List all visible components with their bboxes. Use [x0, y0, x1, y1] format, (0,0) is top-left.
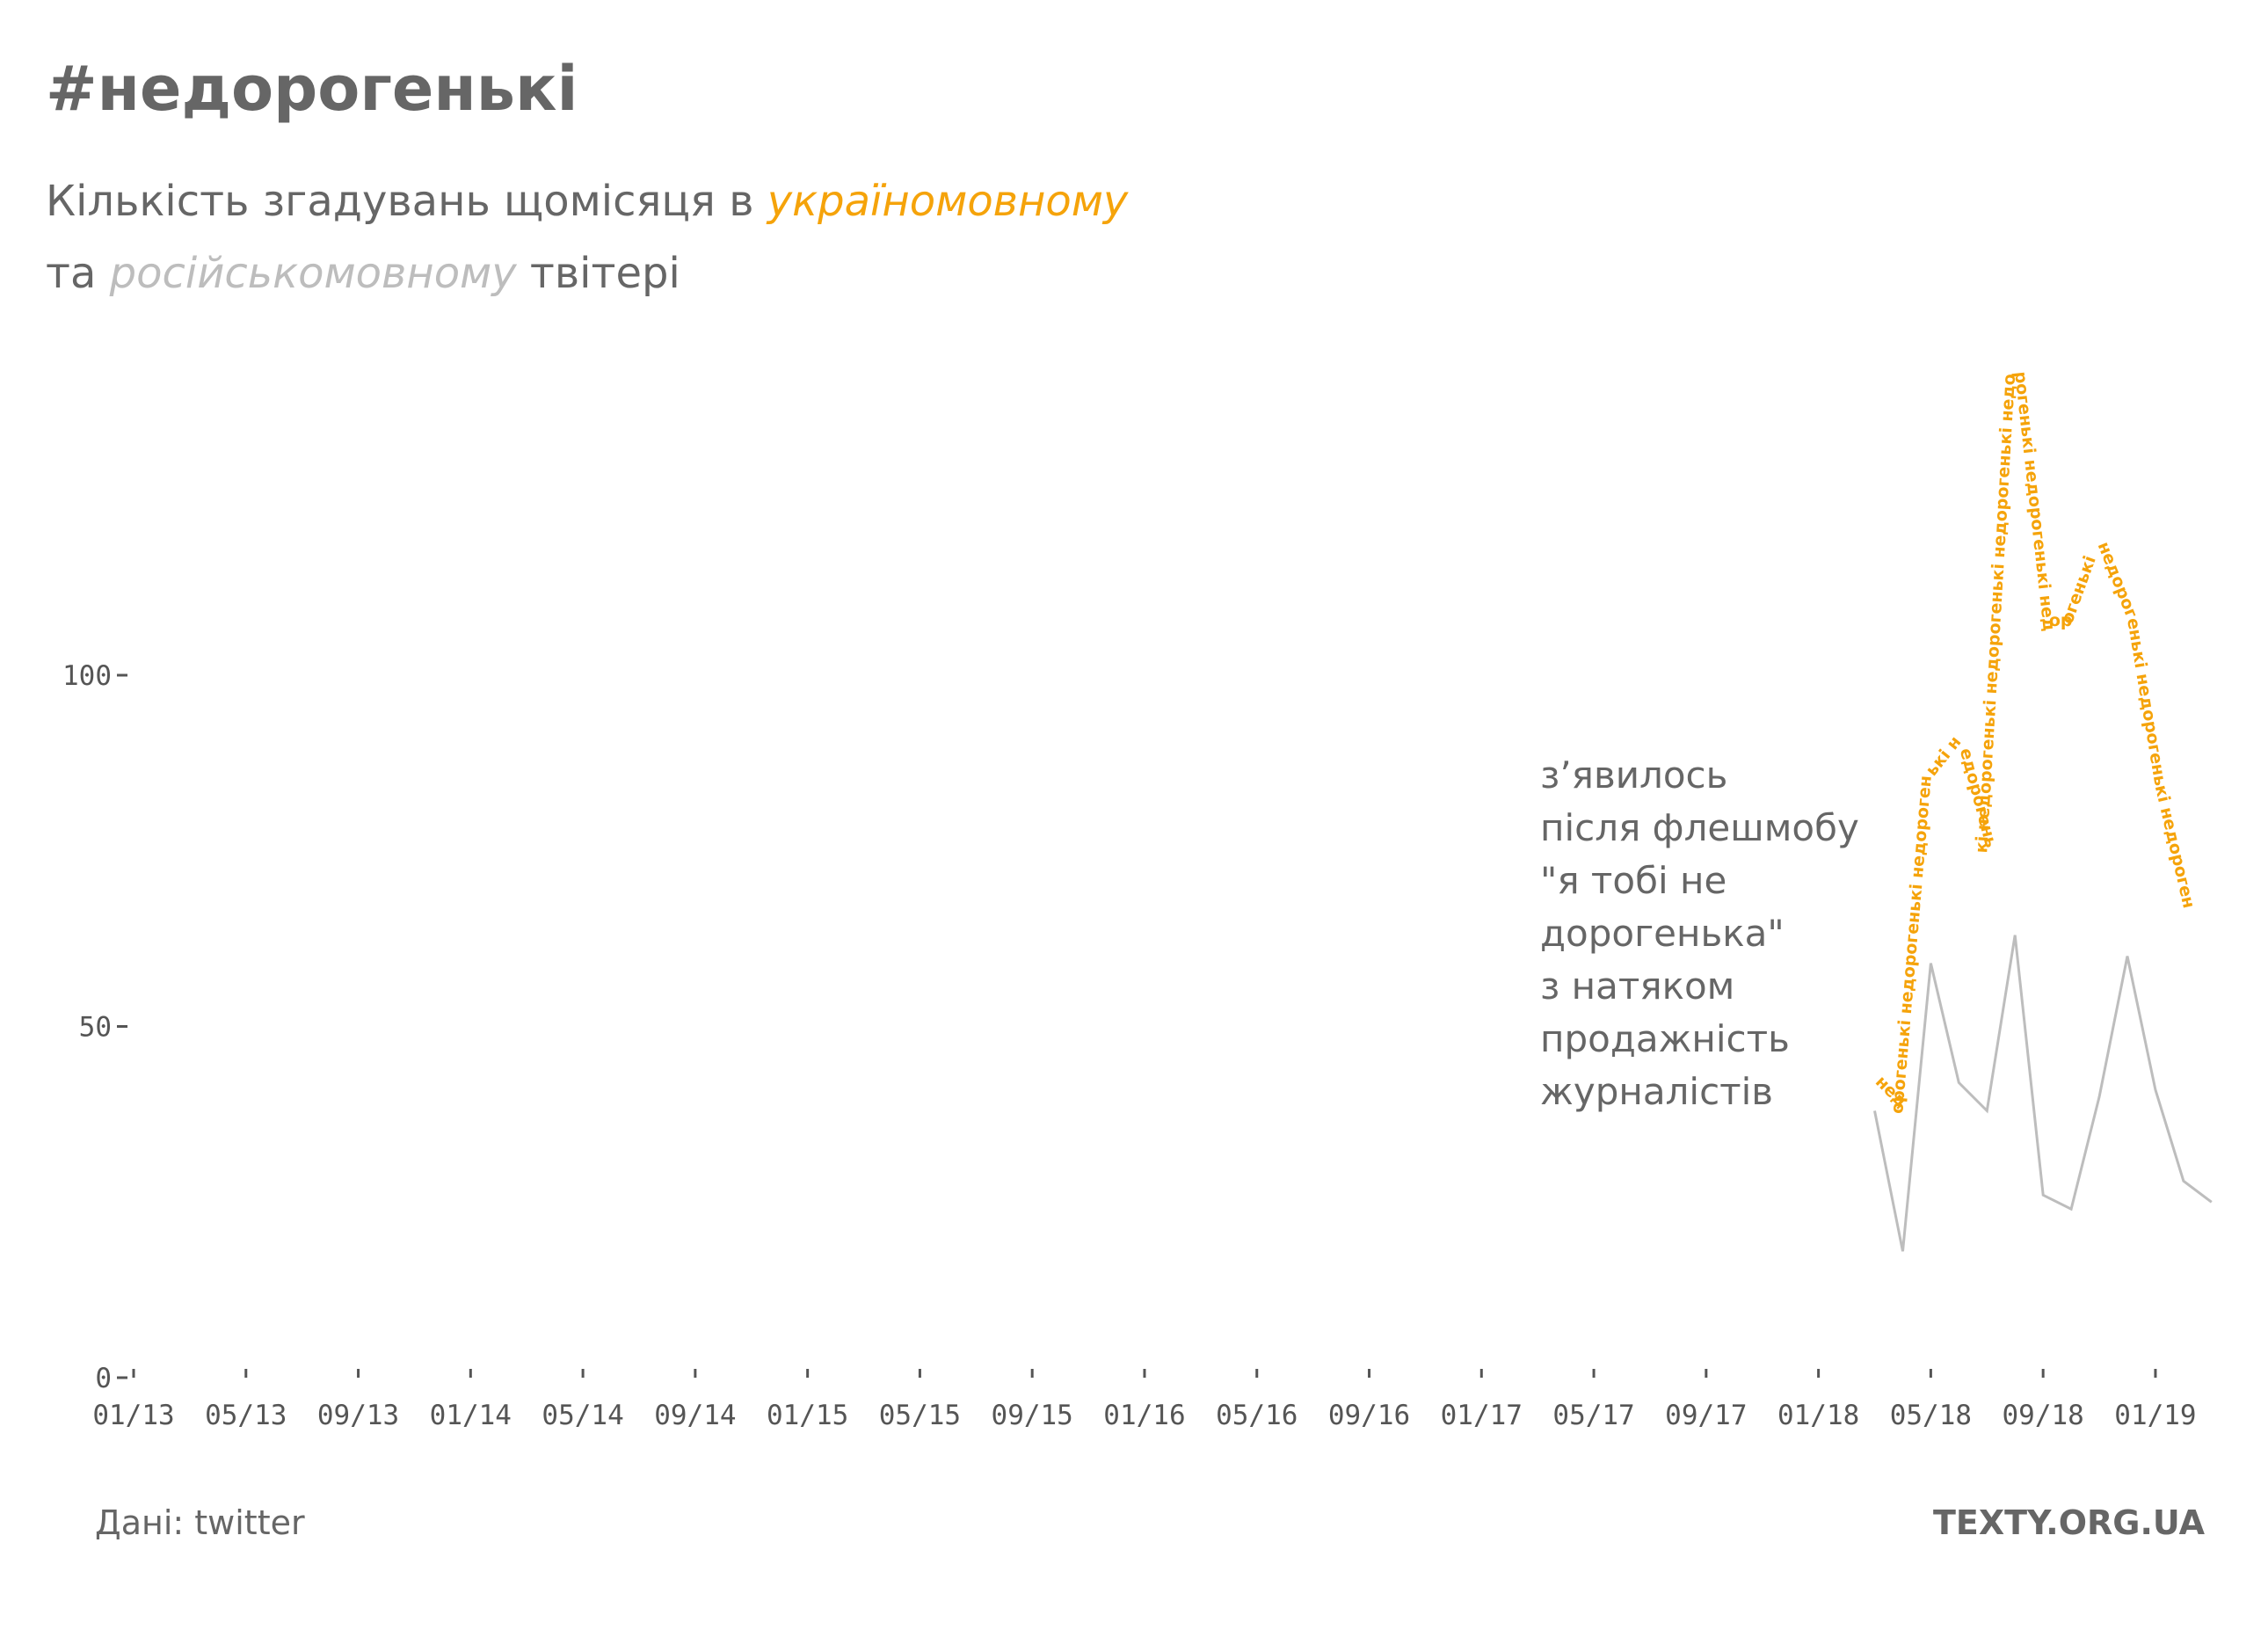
x-tick-label: 01/13 — [92, 1400, 174, 1431]
subtitle-russian-highlight: російськомовному — [109, 249, 517, 298]
x-tick-label: 01/16 — [1103, 1400, 1185, 1431]
x-tick-label: 09/14 — [654, 1400, 736, 1431]
annotation-line: з натяком — [1540, 964, 1735, 1008]
annotation-line: дорогенька" — [1540, 912, 1785, 955]
y-tick-label: 0 — [95, 1363, 112, 1394]
x-tick-label: 09/18 — [2003, 1400, 2084, 1431]
x-tick-label: 05/17 — [1552, 1400, 1634, 1431]
x-tick-label: 09/16 — [1328, 1400, 1410, 1431]
x-tick-label: 01/18 — [1777, 1400, 1859, 1431]
annotation-line: журналістів — [1540, 1070, 1774, 1113]
x-tick-label: 05/14 — [542, 1400, 623, 1431]
series-line-russian — [1873, 935, 2213, 1252]
annotation-line: з’явилось — [1540, 753, 1728, 797]
annotation-line: продажність — [1540, 1017, 1790, 1060]
data-source: Дані: twitter — [95, 1503, 305, 1542]
subtitle-text-1: Кількість згадувань щомісяця в — [46, 177, 767, 226]
x-tick-label: 09/15 — [992, 1400, 1073, 1431]
y-tick-label: 50 — [79, 1012, 112, 1044]
x-tick-label: 05/16 — [1216, 1400, 1298, 1431]
y-tick-label: 100 — [62, 660, 112, 692]
x-tick-label: 05/15 — [879, 1400, 961, 1431]
brand-logo-text: TEXTY.ORG.UA — [1932, 1503, 2205, 1542]
x-tick-label: 01/17 — [1441, 1400, 1523, 1431]
x-tick-label: 09/13 — [317, 1400, 399, 1431]
x-tick-label: 01/15 — [767, 1400, 848, 1431]
chart-annotation: з’явилось після флешмобу "я тобі не доро… — [1540, 749, 1909, 1118]
annotation-line: "я тобі не — [1540, 859, 1727, 902]
x-tick-label: 01/14 — [430, 1400, 512, 1431]
subtitle-text-3: твітері — [516, 249, 680, 298]
chart-title: #недорогенькі — [46, 53, 578, 125]
subtitle-line-2: та російськомовному твітері — [46, 237, 1128, 309]
subtitle-text-2: та — [46, 249, 110, 298]
x-tick-label: 05/13 — [205, 1400, 287, 1431]
x-tick-label: 01/19 — [2114, 1400, 2196, 1431]
subtitle-line-1: Кількість згадувань щомісяця в україномо… — [46, 165, 1128, 237]
x-tick-label: 09/17 — [1665, 1400, 1747, 1431]
x-tick-label: 05/18 — [1890, 1400, 1972, 1431]
annotation-line: після флешмобу — [1540, 806, 1859, 849]
subtitle-ukrainian-highlight: україномовному — [767, 177, 1129, 226]
chart-subtitle: Кількість згадувань щомісяця в україномо… — [46, 165, 1128, 309]
